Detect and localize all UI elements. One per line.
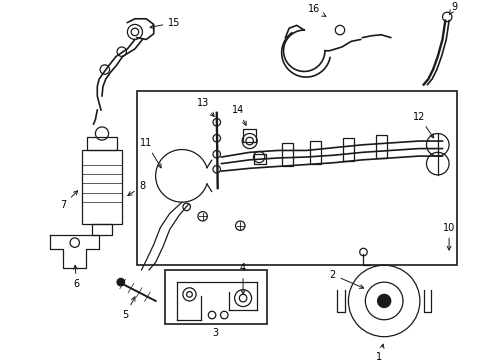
- Bar: [87, 137, 117, 150]
- Text: 16: 16: [307, 4, 325, 16]
- Bar: [91, 224, 112, 235]
- Bar: [309, 141, 321, 164]
- Text: 4: 4: [240, 263, 245, 294]
- Bar: [137, 91, 456, 265]
- Text: 15: 15: [150, 18, 180, 28]
- Text: 10: 10: [442, 222, 454, 250]
- Text: 13: 13: [196, 98, 214, 117]
- Bar: [375, 135, 386, 158]
- Text: 5: 5: [122, 297, 135, 320]
- Bar: [243, 129, 256, 142]
- Bar: [164, 270, 266, 324]
- Circle shape: [117, 278, 124, 286]
- Bar: [342, 138, 353, 161]
- Text: 7: 7: [60, 191, 78, 210]
- Bar: [281, 143, 292, 166]
- Text: 3: 3: [212, 328, 219, 338]
- Text: 9: 9: [448, 1, 457, 14]
- Bar: [254, 154, 265, 164]
- Text: 2: 2: [328, 270, 363, 288]
- Bar: [82, 150, 122, 224]
- Text: 12: 12: [412, 112, 433, 138]
- Text: 6: 6: [73, 265, 80, 289]
- Text: 8: 8: [127, 181, 145, 195]
- Text: 14: 14: [232, 105, 245, 125]
- Circle shape: [377, 294, 390, 307]
- Text: 11: 11: [140, 138, 161, 168]
- Text: 1: 1: [376, 344, 383, 360]
